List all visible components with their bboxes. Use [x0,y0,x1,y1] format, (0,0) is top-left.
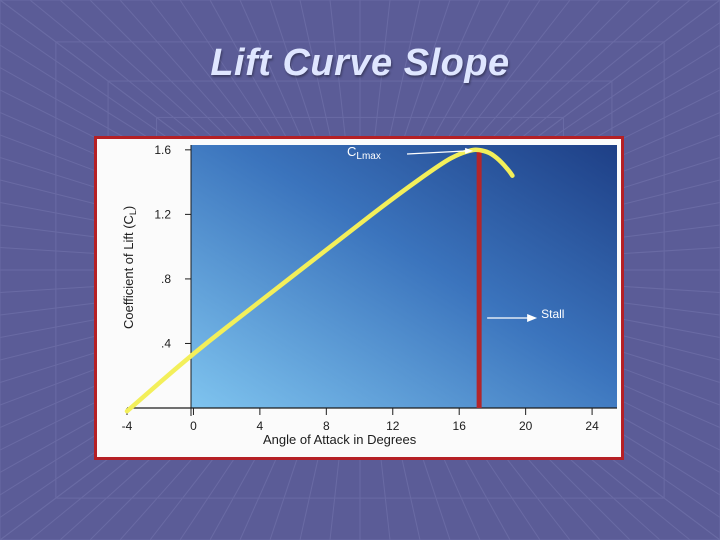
y-tick-label: 1.6 [154,143,171,157]
y-axis-ticks: .4 .8 1.2 1.6 [154,143,191,350]
clmax-arrowhead [465,147,474,154]
x-tick-label: 24 [585,419,599,433]
plot-area [191,145,617,408]
lift-curve-series [124,147,515,414]
clmax-arrow [406,150,468,155]
x-tick-label: 20 [519,419,533,433]
x-tick-label: 8 [323,419,330,433]
y-tick-label: 1.2 [154,207,171,221]
y-axis-title: Coefficient of Lift (CL) [121,206,138,329]
slide-title: Lift Curve Slope [210,42,510,84]
x-axis-ticks: -4 0 4 8 12 16 20 24 [122,408,599,433]
chart-figure: .4 .8 1.2 1.6 -4 0 4 8 12 16 20 24 CLmax Stall Ang… [94,136,624,460]
x-tick-label: 12 [386,419,400,433]
x-tick-label: -4 [122,419,133,433]
y-tick-label: .8 [161,272,171,286]
y-tick-label: .4 [161,336,171,350]
lift-curve-chart: .4 .8 1.2 1.6 -4 0 4 8 12 16 20 24 CLmax Stall Ang… [121,143,617,447]
x-axis-title: Angle of Attack in Degrees [263,432,417,447]
x-tick-label: 0 [190,419,197,433]
stall-arrowhead [527,314,538,322]
clmax-label: CLmax [347,144,381,162]
x-tick-label: 4 [257,419,264,433]
x-tick-label: 16 [453,419,467,433]
stall-label: Stall [541,307,564,321]
